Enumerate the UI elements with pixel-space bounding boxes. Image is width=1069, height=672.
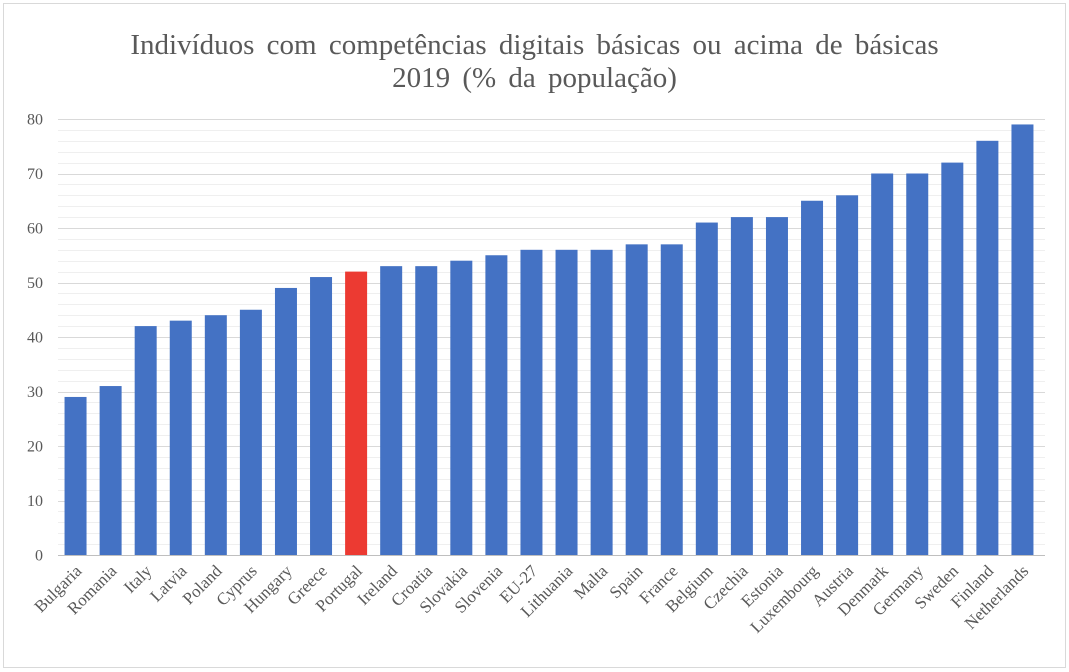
y-tick-label: 50 — [27, 275, 43, 292]
bar-france — [660, 244, 683, 555]
bar-germany — [906, 173, 929, 555]
bar-austria — [836, 195, 859, 556]
bar-portugal — [345, 271, 368, 555]
bar-spain — [625, 244, 648, 555]
bar-greece — [310, 277, 333, 555]
bar-estonia — [765, 217, 788, 555]
bar-cyprus — [239, 309, 262, 555]
bar-slovakia — [450, 260, 473, 555]
bar-finland — [976, 140, 999, 556]
bar-luxembourg — [801, 200, 824, 555]
bar-czechia — [730, 217, 753, 555]
bars — [64, 124, 1034, 556]
y-tick-label: 30 — [27, 384, 43, 401]
bar-netherlands — [1011, 124, 1034, 555]
chart-subtitle: 2019 (% da população) — [392, 62, 677, 94]
bar-poland — [204, 315, 227, 555]
bar-bulgaria — [64, 396, 87, 555]
bar-malta — [590, 249, 613, 556]
bar-romania — [99, 386, 122, 555]
bar-belgium — [695, 222, 718, 556]
bar-sweden — [941, 162, 964, 555]
bar-croatia — [415, 266, 438, 555]
bar-eu-27 — [520, 249, 543, 556]
y-tick-label: 0 — [35, 548, 43, 565]
bar-ireland — [380, 266, 403, 555]
bar-hungary — [274, 287, 297, 555]
bar-denmark — [871, 173, 894, 555]
bar-latvia — [169, 320, 192, 555]
chart-title: Indivíduos com competências digitais bás… — [130, 29, 938, 61]
y-tick-label: 40 — [27, 330, 43, 347]
y-tick-label: 60 — [27, 221, 43, 238]
bar-italy — [134, 326, 157, 555]
bar-slovenia — [485, 255, 508, 555]
y-tick-label: 80 — [27, 112, 43, 129]
y-tick-label: 10 — [27, 493, 43, 510]
y-axis-tick-labels: 0 10 20 30 40 50 60 70 80 — [27, 112, 43, 565]
y-tick-label: 20 — [27, 439, 43, 456]
y-tick-label: 70 — [27, 166, 43, 183]
bar-lithuania — [555, 249, 578, 556]
